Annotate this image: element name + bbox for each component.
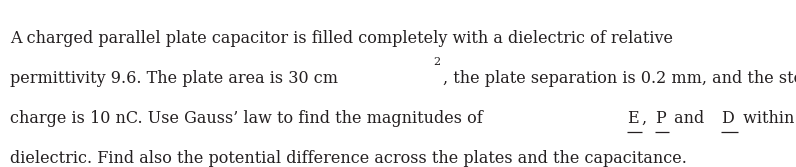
- Text: and: and: [669, 110, 709, 127]
- Text: permittivity 9.6. The plate area is 30 cm: permittivity 9.6. The plate area is 30 c…: [10, 70, 338, 87]
- Text: within the: within the: [738, 110, 796, 127]
- Text: dielectric. Find also the potential difference across the plates and the capacit: dielectric. Find also the potential diff…: [10, 150, 687, 167]
- Text: 2: 2: [434, 57, 441, 67]
- Text: E: E: [627, 110, 638, 127]
- Text: charge is 10 nC. Use Gauss’ law to find the magnitudes of: charge is 10 nC. Use Gauss’ law to find …: [10, 110, 488, 127]
- Text: A charged parallel plate capacitor is filled completely with a dielectric of rel: A charged parallel plate capacitor is fi…: [10, 30, 673, 47]
- Text: ,: ,: [642, 110, 652, 127]
- Text: P: P: [655, 110, 666, 127]
- Text: , the plate separation is 0.2 mm, and the stored: , the plate separation is 0.2 mm, and th…: [443, 70, 796, 87]
- Text: D: D: [721, 110, 734, 127]
